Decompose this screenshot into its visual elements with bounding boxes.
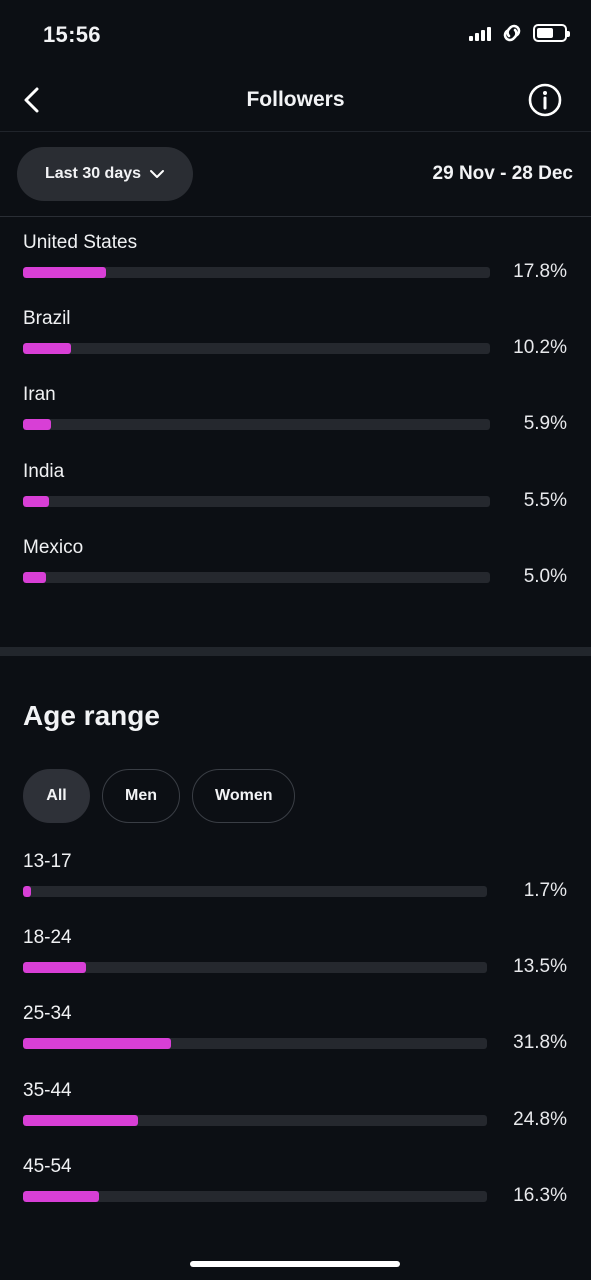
- age-segment-control: All Men Women: [23, 769, 296, 823]
- info-button[interactable]: [527, 82, 563, 118]
- bar-value: 10.2%: [513, 337, 567, 359]
- bar-label: India: [23, 460, 65, 482]
- bar-track: [23, 886, 487, 897]
- bar-fill: [23, 571, 47, 583]
- bar-track: [23, 1038, 487, 1050]
- bar-value: 24.8%: [513, 1108, 567, 1130]
- bar-value: 13.5%: [513, 956, 567, 978]
- bar-track: [23, 343, 490, 355]
- segment-men[interactable]: Men: [102, 769, 180, 823]
- bar-row: 45-54 16.3%: [0, 1156, 591, 1232]
- bar-track: [23, 571, 490, 583]
- bar-value: 17.8%: [513, 261, 567, 282]
- segment-all[interactable]: All: [23, 769, 90, 823]
- bar-row: Mexico 5.0%: [0, 537, 591, 613]
- bar-label: 35-44: [23, 1079, 72, 1101]
- bar-track: [23, 962, 487, 974]
- bar-fill: [23, 419, 51, 431]
- nav-bar: Followers: [0, 70, 591, 132]
- bar-fill: [23, 267, 107, 278]
- bar-value: 31.8%: [513, 1032, 567, 1054]
- info-circle-icon: [528, 83, 562, 117]
- bar-row: 25-34 31.8%: [0, 1003, 591, 1079]
- bar-row: 35-44 24.8%: [0, 1080, 591, 1156]
- date-range-dropdown[interactable]: Last 30 days: [17, 147, 193, 201]
- section-divider: [0, 647, 591, 656]
- segment-women[interactable]: Women: [192, 769, 296, 823]
- bar-value: 5.9%: [523, 413, 567, 435]
- bar-label: 18-24: [23, 927, 72, 949]
- bar-row: Iran 5.9%: [0, 384, 591, 460]
- bar-row: United States 17.8%: [0, 232, 591, 308]
- page-title: Followers: [246, 88, 345, 111]
- bar-row: 13-17 1.7%: [0, 851, 591, 927]
- bar-value: 5.0%: [523, 565, 567, 587]
- bar-fill: [23, 343, 71, 355]
- status-time: 15:56: [43, 22, 101, 47]
- battery-icon: [533, 24, 570, 42]
- bar-row: India 5.5%: [0, 461, 591, 537]
- bar-value: 1.7%: [523, 880, 567, 901]
- chevron-down-icon: [150, 170, 165, 178]
- link-icon: [503, 24, 521, 42]
- status-bar: 15:56: [0, 0, 591, 70]
- bar-fill: [23, 1038, 171, 1050]
- bar-label: United States: [23, 232, 138, 253]
- bar-fill: [23, 495, 49, 507]
- bar-track: [23, 419, 490, 431]
- bar-track: [23, 495, 490, 507]
- bar-row: Brazil 10.2%: [0, 308, 591, 384]
- date-range-dropdown-label: Last 30 days: [44, 165, 142, 182]
- bar-fill: [23, 886, 31, 897]
- signal-icon: [469, 25, 491, 41]
- bar-value: 16.3%: [513, 1184, 567, 1206]
- bar-row: 18-24 13.5%: [0, 927, 591, 1003]
- age-range-title: Age range: [23, 700, 160, 731]
- bar-label: 25-34: [23, 1003, 72, 1025]
- bar-fill: [23, 1190, 99, 1202]
- bar-label: Brazil: [23, 308, 71, 330]
- bar-fill: [23, 962, 86, 974]
- status-icons: [469, 24, 570, 42]
- back-button[interactable]: [14, 82, 50, 118]
- bar-track: [23, 267, 490, 278]
- bar-label: Iran: [23, 384, 56, 406]
- date-range-text: 29 Nov - 28 Dec: [432, 163, 573, 184]
- filter-row: Last 30 days 29 Nov - 28 Dec: [0, 132, 591, 217]
- bar-label: 13-17: [23, 851, 72, 872]
- bar-label: 45-54: [23, 1155, 72, 1177]
- bar-fill: [23, 1114, 139, 1126]
- bar-track: [23, 1190, 487, 1202]
- chevron-left-icon: [24, 87, 39, 113]
- bar-label: Mexico: [23, 536, 84, 558]
- home-indicator[interactable]: [190, 1261, 400, 1267]
- bar-value: 5.5%: [523, 489, 567, 511]
- bar-track: [23, 1114, 487, 1126]
